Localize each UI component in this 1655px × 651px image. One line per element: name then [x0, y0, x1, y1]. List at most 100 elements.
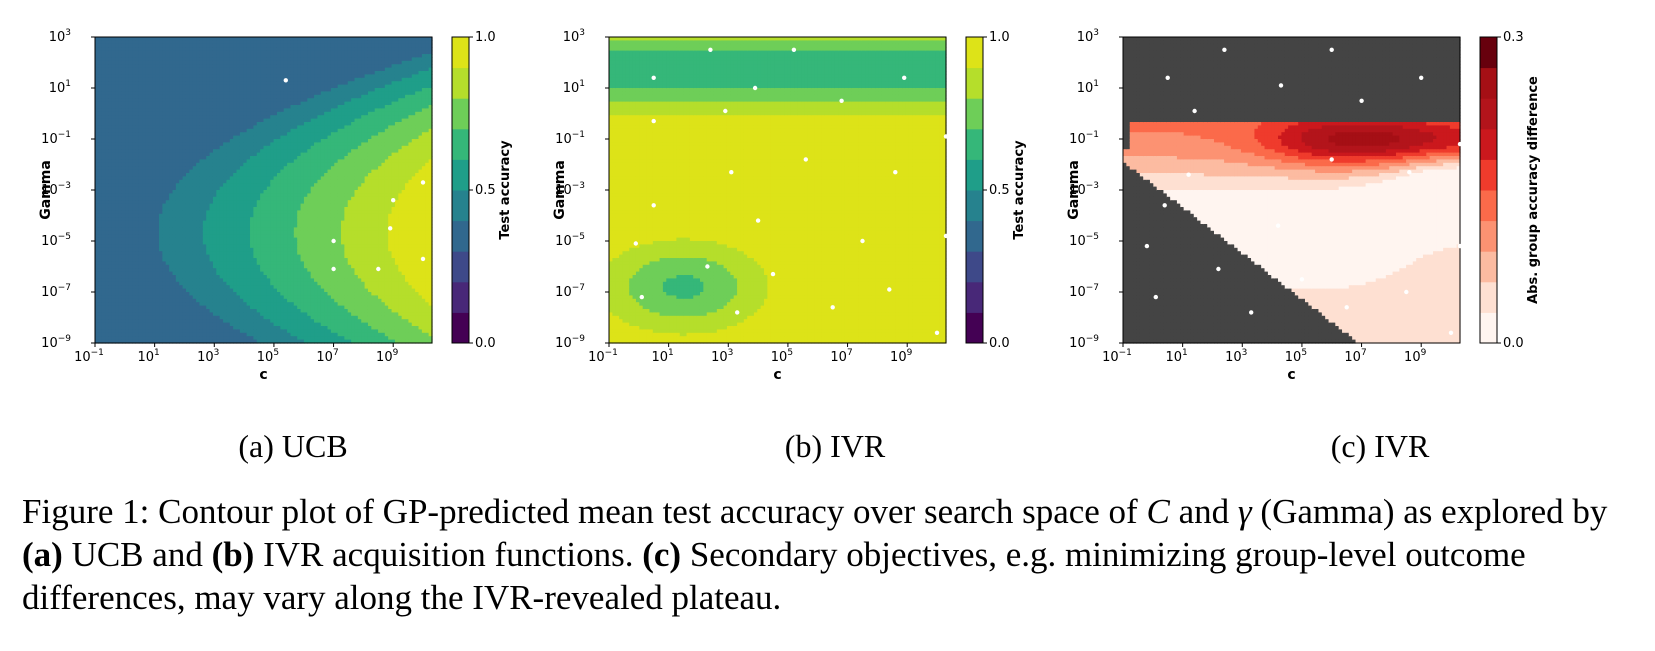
- contour-cell: [162, 149, 167, 154]
- contour-cell: [142, 332, 147, 337]
- contour-cell: [132, 118, 137, 123]
- contour-cell: [159, 339, 163, 344]
- contour-cell: [121, 309, 126, 313]
- contour-cell: [105, 305, 110, 310]
- contour-cell: [121, 115, 126, 120]
- contour-cell: [192, 319, 197, 324]
- contour-cell: [135, 40, 140, 45]
- contour-cell: [172, 67, 177, 72]
- contour-cell: [101, 57, 106, 62]
- contour-cell: [159, 166, 163, 171]
- contour-cell: [179, 247, 184, 252]
- contour-cell: [108, 98, 113, 103]
- contour-cell: [175, 230, 180, 235]
- contour-cell: [165, 230, 170, 235]
- contour-cell: [162, 309, 167, 313]
- contour-cell: [152, 81, 157, 86]
- contour-cell: [175, 159, 180, 164]
- contour-cell: [145, 88, 150, 92]
- contour-cell: [132, 159, 137, 164]
- contour-cell: [199, 186, 204, 191]
- contour-cell: [185, 37, 190, 41]
- contour-cell: [192, 115, 197, 120]
- contour-cell: [101, 261, 106, 266]
- contour-cell: [159, 288, 163, 293]
- contour-cell: [108, 50, 113, 55]
- contour-cell: [128, 54, 133, 58]
- contour-cell: [142, 309, 147, 313]
- contour-cell: [138, 179, 143, 184]
- contour-cell: [135, 332, 140, 337]
- contour-cell: [179, 332, 184, 337]
- contour-cell: [155, 336, 160, 341]
- contour-cell: [202, 203, 207, 208]
- contour-cell: [148, 64, 153, 69]
- contour-cell: [199, 264, 204, 269]
- contour-cell: [162, 305, 167, 310]
- contour-cell: [165, 183, 170, 188]
- contour-cell: [118, 156, 123, 160]
- contour-cell: [142, 88, 147, 92]
- contour-cell: [202, 118, 207, 123]
- contour-cell: [121, 237, 126, 242]
- contour-cell: [189, 111, 194, 116]
- contour-cell: [121, 312, 126, 317]
- contour-cell: [145, 302, 150, 307]
- contour-cell: [202, 128, 207, 133]
- contour-cell: [152, 132, 157, 137]
- contour-cell: [125, 336, 130, 341]
- contour-cell: [192, 139, 197, 143]
- contour-cell: [189, 60, 194, 65]
- contour-cell: [182, 305, 187, 310]
- contour-cell: [135, 94, 140, 99]
- contour-cell: [182, 261, 187, 266]
- contour-cell: [125, 98, 130, 103]
- contour-cell: [135, 50, 140, 55]
- contour-cell: [98, 190, 103, 194]
- contour-cell: [101, 43, 106, 48]
- contour-cell: [179, 84, 184, 89]
- contour-cell: [128, 91, 133, 96]
- contour-cell: [95, 169, 99, 174]
- contour-cell: [192, 196, 197, 201]
- contour-cell: [145, 220, 150, 225]
- contour-cell: [118, 217, 123, 222]
- contour-cell: [152, 275, 157, 279]
- contour-cell: [118, 105, 123, 109]
- contour-cell: [108, 261, 113, 266]
- contour-cell: [175, 210, 180, 215]
- contour-cell: [182, 105, 187, 109]
- contour-cell: [105, 220, 110, 225]
- contour-cell: [135, 247, 140, 252]
- contour-cell: [101, 244, 106, 249]
- contour-cell: [169, 64, 174, 69]
- contour-cell: [165, 122, 170, 126]
- contour-cell: [101, 275, 106, 279]
- contour-cell: [185, 122, 190, 126]
- contour-cell: [111, 166, 116, 171]
- contour-cell: [145, 288, 150, 293]
- contour-cell: [105, 169, 110, 174]
- contour-cell: [172, 190, 177, 194]
- contour-cell: [179, 210, 184, 215]
- contour-cell: [192, 237, 197, 242]
- contour-cell: [185, 292, 190, 296]
- contour-cell: [105, 94, 110, 99]
- contour-cell: [192, 125, 197, 130]
- contour-cell: [202, 186, 207, 191]
- contour-cell: [121, 71, 126, 75]
- contour-cell: [196, 288, 201, 293]
- contour-cell: [155, 213, 160, 218]
- contour-cell: [121, 285, 126, 290]
- contour-cell: [182, 237, 187, 242]
- contour-cell: [159, 84, 163, 89]
- contour-cell: [142, 292, 147, 296]
- contour-cell: [169, 169, 174, 174]
- contour-cell: [111, 220, 116, 225]
- contour-cell: [202, 166, 207, 171]
- contour-cell: [135, 43, 140, 48]
- contour-cell: [125, 305, 130, 310]
- contour-cell: [169, 77, 174, 82]
- contour-cell: [162, 54, 167, 58]
- contour-cell: [111, 37, 116, 41]
